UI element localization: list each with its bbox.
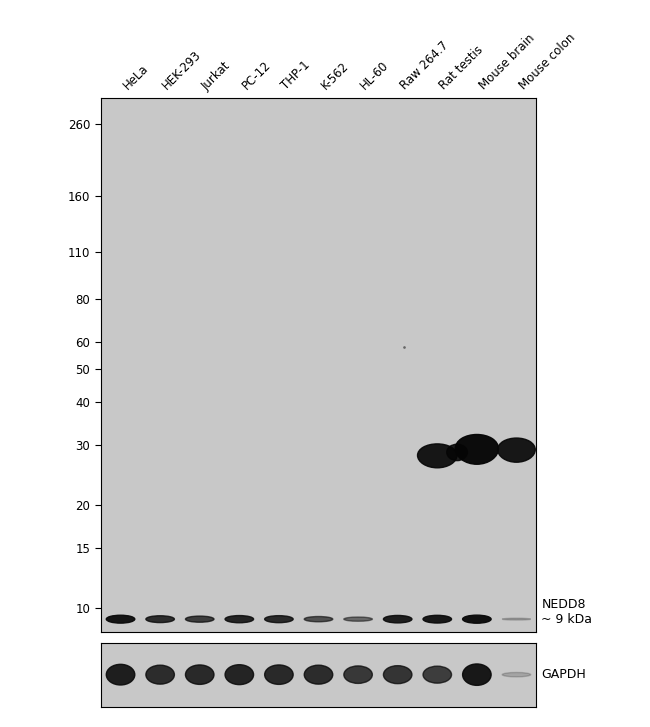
Text: THP-1: THP-1 bbox=[279, 59, 313, 92]
Text: Raw 264.7: Raw 264.7 bbox=[398, 39, 451, 92]
Ellipse shape bbox=[502, 672, 530, 677]
Ellipse shape bbox=[502, 618, 530, 620]
Text: K-562: K-562 bbox=[318, 60, 351, 92]
Ellipse shape bbox=[304, 616, 333, 622]
Text: PC-12: PC-12 bbox=[239, 59, 273, 92]
Ellipse shape bbox=[344, 617, 372, 622]
Ellipse shape bbox=[225, 664, 254, 685]
Text: Mouse brain: Mouse brain bbox=[477, 32, 538, 92]
Text: Rat testis: Rat testis bbox=[437, 44, 486, 92]
Ellipse shape bbox=[185, 616, 214, 622]
Ellipse shape bbox=[344, 666, 372, 683]
Ellipse shape bbox=[463, 664, 491, 686]
Ellipse shape bbox=[417, 444, 457, 467]
Text: HEK-293: HEK-293 bbox=[160, 49, 204, 92]
Ellipse shape bbox=[265, 616, 293, 623]
Ellipse shape bbox=[185, 665, 214, 684]
Ellipse shape bbox=[447, 444, 467, 461]
Ellipse shape bbox=[107, 615, 135, 623]
Ellipse shape bbox=[384, 666, 412, 683]
Text: Jurkat: Jurkat bbox=[200, 59, 233, 92]
Text: Mouse colon: Mouse colon bbox=[517, 31, 578, 92]
Ellipse shape bbox=[498, 438, 535, 462]
Ellipse shape bbox=[423, 615, 452, 623]
Ellipse shape bbox=[304, 665, 333, 684]
Text: HL-60: HL-60 bbox=[358, 59, 391, 92]
Ellipse shape bbox=[225, 616, 254, 623]
Ellipse shape bbox=[265, 665, 293, 684]
Text: HeLa: HeLa bbox=[120, 63, 151, 92]
Ellipse shape bbox=[107, 664, 135, 685]
Ellipse shape bbox=[384, 616, 412, 623]
Text: GAPDH: GAPDH bbox=[541, 668, 586, 681]
Ellipse shape bbox=[146, 665, 174, 684]
Ellipse shape bbox=[455, 435, 499, 465]
Text: NEDD8
~ 9 kDa: NEDD8 ~ 9 kDa bbox=[541, 598, 592, 626]
Ellipse shape bbox=[146, 616, 174, 622]
Ellipse shape bbox=[423, 666, 452, 683]
Ellipse shape bbox=[463, 615, 491, 623]
